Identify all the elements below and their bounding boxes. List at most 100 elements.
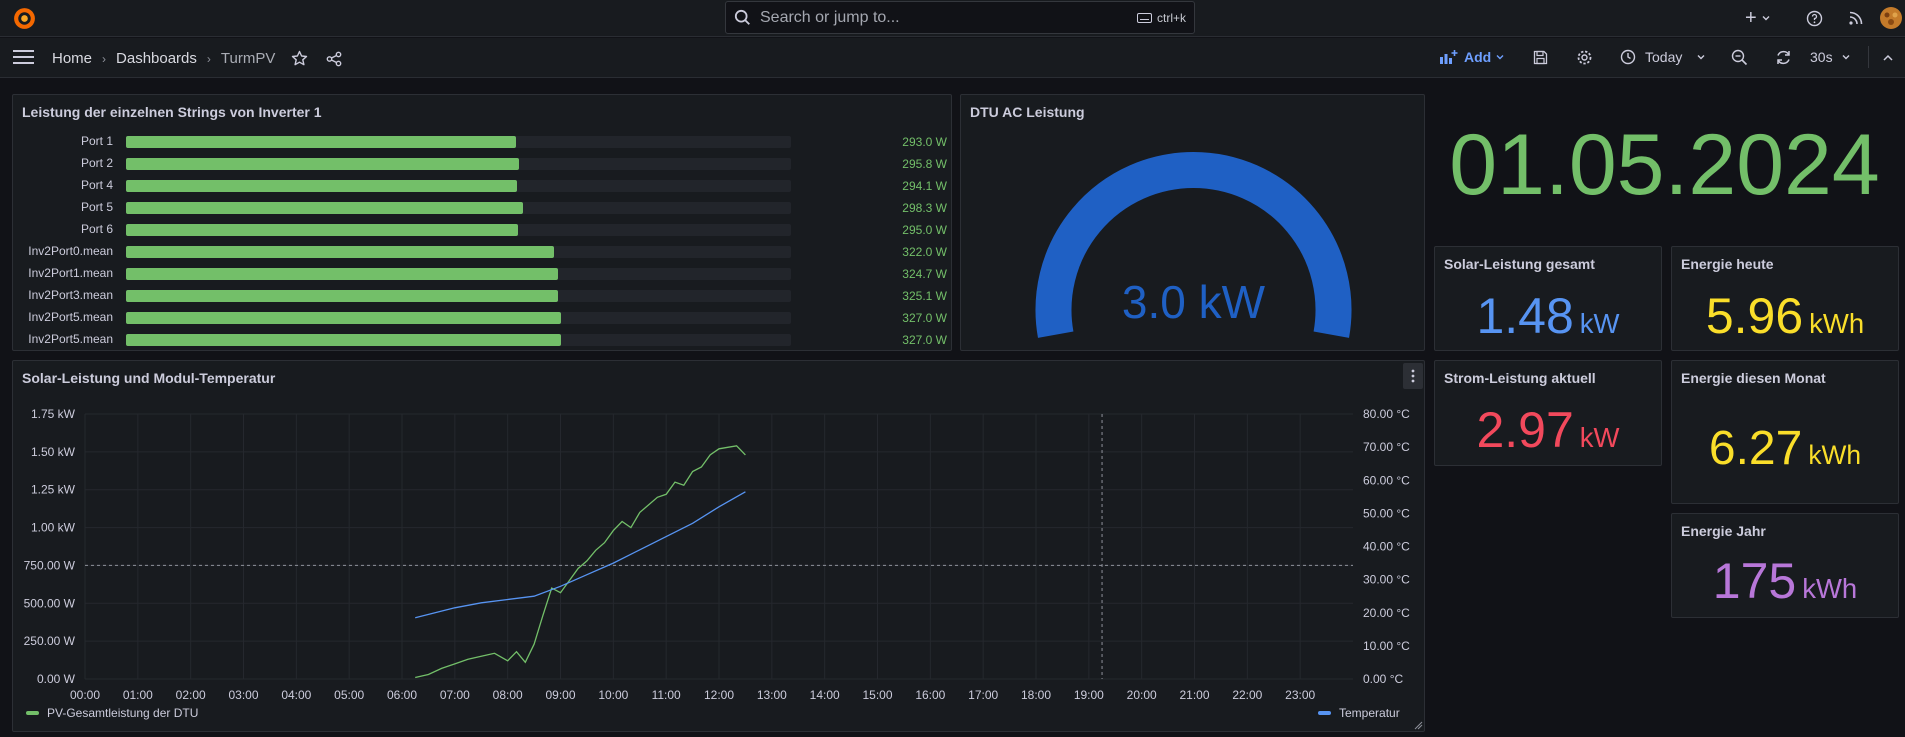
bar-value: 325.1 W xyxy=(902,289,947,303)
x-tick-label: 21:00 xyxy=(1179,688,1209,702)
legend-pv[interactable]: PV-Gesamtleistung der DTU xyxy=(26,706,198,720)
legend-label: PV-Gesamtleistung der DTU xyxy=(47,706,199,720)
bar-row: Port 1 293.0 W xyxy=(13,134,963,149)
new-menu-button[interactable]: + xyxy=(1745,8,1771,28)
search-bar[interactable]: Search or jump to... ctrl+k xyxy=(725,1,1195,34)
y-left-tick-label: 500.00 W xyxy=(24,596,76,610)
user-avatar[interactable] xyxy=(1880,7,1902,29)
power-now-panel[interactable]: Strom-Leistung aktuell 2.97 kW xyxy=(1434,360,1662,466)
time-range-picker[interactable]: Today xyxy=(1620,49,1706,65)
date-value: 01.05.2024 xyxy=(1449,117,1880,213)
x-tick-label: 19:00 xyxy=(1074,688,1104,702)
x-tick-label: 20:00 xyxy=(1127,688,1157,702)
refresh-interval-label: 30s xyxy=(1810,49,1833,65)
bar-value: 295.0 W xyxy=(902,223,947,237)
refresh-interval-picker[interactable]: 30s xyxy=(1810,49,1851,65)
breadcrumb-current: TurmPV xyxy=(220,50,276,67)
legend-temp[interactable]: Temperatur xyxy=(1318,706,1400,720)
panel-title: Energie Jahr xyxy=(1681,523,1766,539)
add-button[interactable]: Add xyxy=(1440,49,1505,65)
star-icon[interactable] xyxy=(291,50,308,67)
stat-value: 6.27 kWh xyxy=(1708,422,1862,475)
save-icon[interactable] xyxy=(1533,50,1548,65)
x-tick-label: 17:00 xyxy=(968,688,998,702)
y-left-tick-label: 0.00 W xyxy=(37,672,76,686)
search-icon xyxy=(734,9,750,25)
refresh-icon[interactable] xyxy=(1775,49,1792,66)
bar-fill xyxy=(126,202,523,214)
y-left-tick-label: 1.25 kW xyxy=(31,483,76,497)
legend-swatch xyxy=(26,711,39,715)
bar-value: 298.3 W xyxy=(902,201,947,215)
panel-menu-button[interactable] xyxy=(1403,363,1423,389)
strings-bar-gauge-panel[interactable]: Leistung der einzelnen Strings von Inver… xyxy=(12,94,952,351)
y-right-tick-label: 80.00 °C xyxy=(1363,407,1410,421)
chevron-right-icon: › xyxy=(206,51,211,66)
chevron-down-icon xyxy=(1496,55,1504,60)
panel-title: Leistung der einzelnen Strings von Inver… xyxy=(22,104,322,120)
energy-year-panel[interactable]: Energie Jahr 175 kWh xyxy=(1671,513,1899,618)
search-shortcut: ctrl+k xyxy=(1136,11,1186,25)
x-tick-label: 06:00 xyxy=(387,688,417,702)
zoom-out-icon[interactable] xyxy=(1731,49,1748,66)
x-tick-label: 02:00 xyxy=(176,688,206,702)
series-line xyxy=(415,491,746,619)
bar-label: Inv2Port1.mean xyxy=(28,266,113,280)
breadcrumb-home[interactable]: Home xyxy=(52,50,93,67)
top-bar: Search or jump to... ctrl+k + xyxy=(0,0,1905,37)
grafana-logo-icon[interactable] xyxy=(12,6,37,31)
timeseries-chart[interactable]: 0.00 W 250.00 W 500.00 W 750.00 W 1.00 kW 1.2… xyxy=(13,361,1426,733)
stat-value: 5.96 kWh xyxy=(1705,288,1865,344)
breadcrumb-dashboards[interactable]: Dashboards xyxy=(116,50,197,67)
stat-value: 175 kWh xyxy=(1712,553,1858,609)
plus-icon: + xyxy=(1745,7,1757,29)
y-left-tick-label: 1.00 kW xyxy=(31,521,76,535)
bar-fill xyxy=(126,246,555,258)
bar-value: 327.0 W xyxy=(902,333,947,347)
bar-fill xyxy=(126,224,519,236)
y-right-tick-label: 40.00 °C xyxy=(1363,540,1410,554)
x-tick-label: 00:00 xyxy=(70,688,100,702)
news-feed-icon[interactable] xyxy=(1848,10,1864,26)
chevron-up-icon[interactable] xyxy=(1882,53,1894,63)
energy-month-panel[interactable]: Energie diesen Monat 6.27 kWh xyxy=(1671,360,1899,504)
x-tick-label: 08:00 xyxy=(493,688,523,702)
y-right-tick-label: 70.00 °C xyxy=(1363,440,1410,454)
menu-icon[interactable] xyxy=(13,49,34,65)
bar-label: Inv2Port3.mean xyxy=(28,288,113,302)
x-tick-label: 22:00 xyxy=(1232,688,1262,702)
x-tick-label: 23:00 xyxy=(1285,688,1315,702)
settings-gear-icon[interactable] xyxy=(1576,49,1593,66)
series-line xyxy=(415,445,746,679)
bar-fill xyxy=(126,136,516,148)
bar-label: Port 1 xyxy=(80,134,113,148)
date-stat-panel: 01.05.2024 xyxy=(1432,94,1897,238)
y-right-tick-label: 50.00 °C xyxy=(1363,506,1410,520)
y-left-tick-label: 1.75 kW xyxy=(31,407,76,421)
help-icon[interactable] xyxy=(1806,10,1823,27)
chart-axes: 0.00 W 250.00 W 500.00 W 750.00 W 1.00 kW 1.2… xyxy=(24,407,1411,702)
y-left-tick-label: 1.50 kW xyxy=(31,445,76,459)
bar-row: Inv2Port3.mean 325.1 W xyxy=(13,288,963,303)
solar-total-panel[interactable]: Solar-Leistung gesamt 1.48 kW xyxy=(1434,246,1662,351)
timeseries-panel[interactable]: Solar-Leistung und Modul-Temperatur 0.00… xyxy=(12,360,1425,732)
search-placeholder: Search or jump to... xyxy=(760,8,900,26)
share-icon[interactable] xyxy=(326,51,342,67)
bar-label: Inv2Port5.mean xyxy=(28,310,113,324)
divider xyxy=(1868,46,1869,68)
stat-value: 2.97 kW xyxy=(1476,402,1620,458)
y-left-tick-label: 750.00 W xyxy=(24,558,76,572)
energy-today-panel[interactable]: Energie heute 5.96 kWh xyxy=(1671,246,1899,351)
bar-fill xyxy=(126,334,561,346)
panel-title: DTU AC Leistung xyxy=(970,104,1085,120)
dtu-ac-gauge-panel[interactable]: DTU AC Leistung 3.0 kW xyxy=(960,94,1425,351)
gauge-value-arc xyxy=(1035,151,1352,338)
bar-row: Inv2Port0.mean 322.0 W xyxy=(13,244,963,259)
bar-value: 293.0 W xyxy=(902,135,947,149)
resize-handle-icon[interactable] xyxy=(1414,721,1423,730)
x-tick-label: 12:00 xyxy=(704,688,734,702)
bar-row: Port 6 295.0 W xyxy=(13,222,963,237)
x-tick-label: 18:00 xyxy=(1021,688,1051,702)
bar-value: 295.8 W xyxy=(902,157,947,171)
bar-row: Inv2Port5.mean 327.0 W xyxy=(13,310,963,325)
